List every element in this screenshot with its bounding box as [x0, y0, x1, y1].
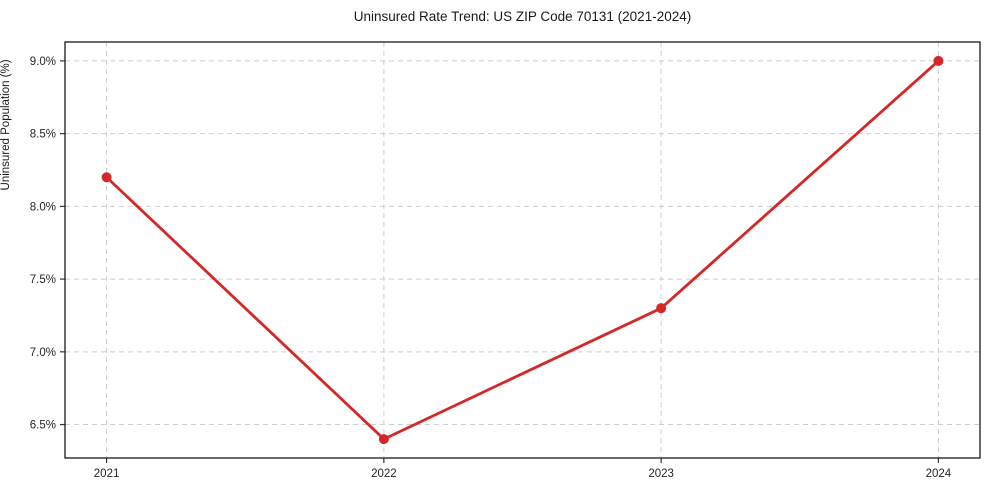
- y-tick-label: 9.0%: [30, 56, 56, 68]
- data-point: [656, 303, 667, 314]
- data-point: [378, 434, 389, 445]
- x-tick-label: 2022: [371, 468, 397, 480]
- y-tick-label: 6.5%: [30, 420, 56, 432]
- data-point: [101, 172, 112, 183]
- plot-frame: [64, 41, 981, 459]
- y-tick-label: 8.0%: [30, 201, 56, 213]
- y-tick-label: 7.5%: [30, 274, 56, 286]
- data-point: [933, 55, 944, 66]
- y-tick-label: 8.5%: [30, 129, 56, 141]
- x-tick-label: 2021: [94, 468, 120, 480]
- trend-line: [105, 59, 940, 441]
- x-tick-label: 2024: [926, 468, 952, 480]
- series-layer: [101, 55, 944, 445]
- x-tick-label: 2023: [648, 468, 674, 480]
- y-tick-label: 7.0%: [30, 347, 56, 359]
- tick-layer: 2021 2022 2023 2024 6.5% 7.0% 7.5% 8.0% 8.5% 9.0%: [30, 56, 952, 480]
- grid-layer: [65, 42, 980, 458]
- chart-title: Uninsured Rate Trend: US ZIP Code 70131 …: [353, 9, 692, 24]
